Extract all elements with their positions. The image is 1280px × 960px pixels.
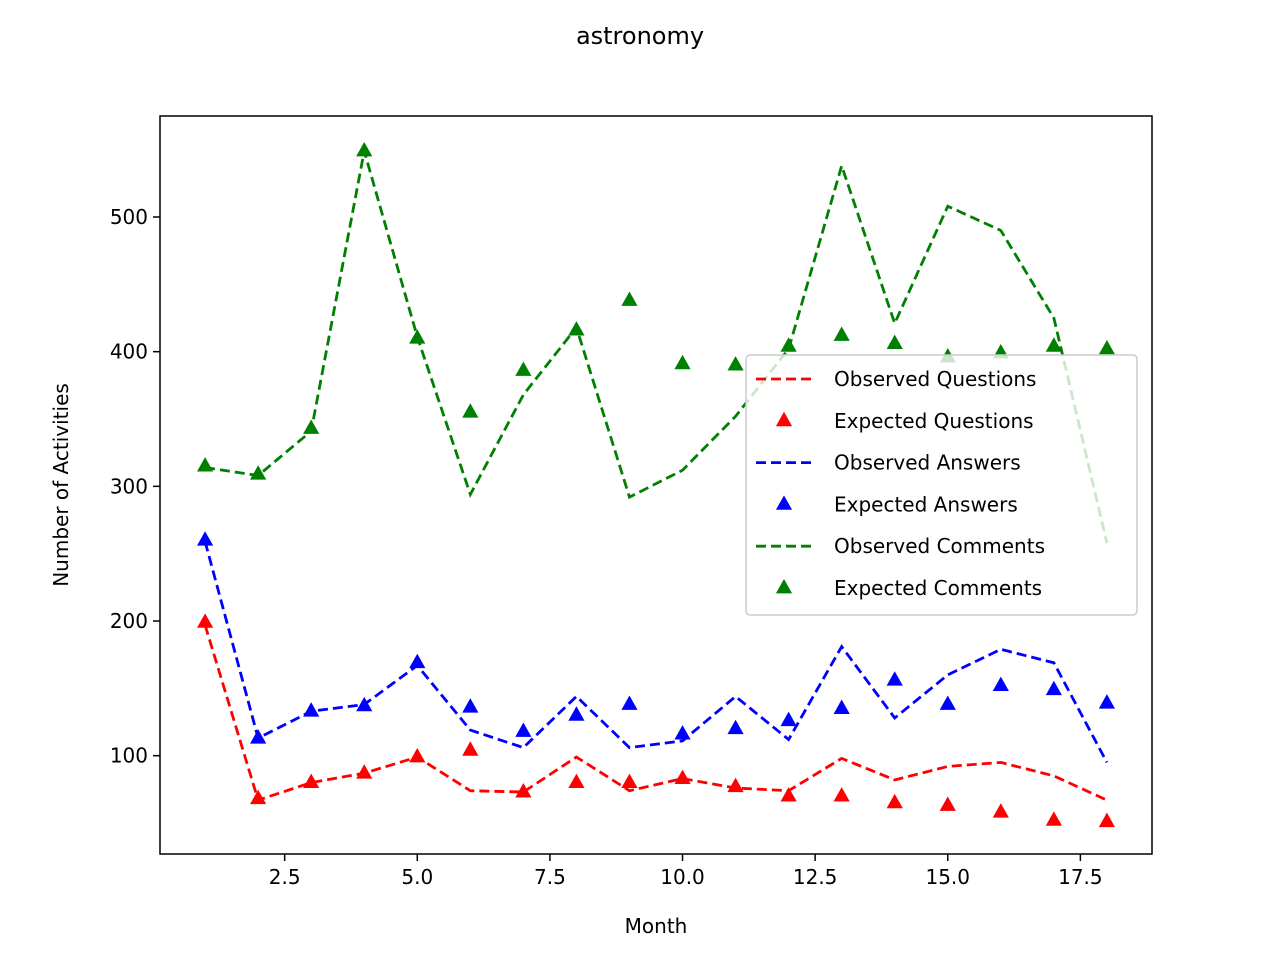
data-point-expected-comments bbox=[462, 403, 479, 418]
legend-entry-observed-answers: Observed Answers bbox=[756, 451, 1021, 475]
legend: Observed Questions Expected Questions Obse… bbox=[745, 354, 1138, 616]
legend-label: Expected Questions bbox=[834, 409, 1034, 433]
data-point-expected-questions bbox=[727, 777, 744, 793]
data-point-expected-comments bbox=[250, 465, 267, 480]
data-point-expected-questions bbox=[462, 741, 479, 756]
data-point-expected-comments bbox=[409, 329, 426, 344]
legend-label: Observed Questions bbox=[834, 367, 1036, 391]
data-point-expected-comments bbox=[303, 419, 320, 434]
data-point-expected-answers bbox=[356, 696, 373, 712]
data-point-expected-answers bbox=[727, 719, 744, 735]
data-point-expected-questions bbox=[409, 748, 426, 763]
legend-marker-swatch bbox=[775, 579, 793, 594]
legend-marker-swatch bbox=[775, 495, 793, 510]
data-point-expected-comments bbox=[515, 361, 532, 376]
data-point-expected-questions bbox=[568, 773, 585, 789]
data-point-expected-answers bbox=[780, 711, 797, 727]
series-expected-questions bbox=[196, 613, 1116, 828]
chart-title: astronomy bbox=[576, 22, 704, 50]
data-point-expected-questions bbox=[1045, 811, 1062, 826]
legend-label: Observed Comments bbox=[834, 534, 1045, 558]
data-point-expected-questions bbox=[621, 773, 638, 789]
y-axis-label: Number of Activities bbox=[49, 383, 73, 587]
legend-label: Expected Comments bbox=[834, 576, 1042, 600]
series-observed-comments bbox=[204, 150, 1109, 544]
x-tick-label: 15.0 bbox=[925, 865, 970, 889]
legend-label: Observed Answers bbox=[834, 451, 1021, 475]
data-point-expected-questions bbox=[674, 769, 691, 784]
data-point-expected-questions bbox=[515, 783, 532, 798]
data-point-expected-comments bbox=[568, 321, 585, 336]
y-tick-label: 200 bbox=[110, 609, 148, 633]
data-point-expected-questions bbox=[939, 796, 956, 811]
x-tick-label: 17.5 bbox=[1058, 865, 1103, 889]
data-point-expected-questions bbox=[250, 789, 267, 805]
data-point-expected-questions bbox=[356, 764, 373, 779]
data-point-expected-answers bbox=[1098, 694, 1116, 709]
data-point-expected-answers bbox=[515, 722, 532, 737]
legend-marker-swatch bbox=[775, 411, 793, 427]
data-point-expected-answers bbox=[621, 695, 638, 710]
y-axis-ticks: 100 200 300 400 500 bbox=[110, 205, 160, 768]
x-tick-label: 2.5 bbox=[269, 865, 301, 889]
data-point-expected-comments bbox=[886, 334, 903, 349]
legend-entry-expected-comments: Expected Comments bbox=[775, 576, 1042, 600]
data-point-expected-comments bbox=[780, 337, 797, 352]
data-point-expected-answers bbox=[992, 676, 1009, 692]
series-observed-questions bbox=[203, 624, 1108, 802]
y-tick-label: 400 bbox=[110, 340, 148, 364]
data-point-expected-questions bbox=[780, 787, 797, 802]
data-point-expected-questions bbox=[886, 793, 903, 809]
x-tick-label: 10.0 bbox=[660, 865, 705, 889]
series-line-observed-comments bbox=[204, 150, 1109, 544]
x-tick-label: 12.5 bbox=[793, 865, 838, 889]
data-point-expected-answers bbox=[250, 729, 267, 744]
data-point-expected-questions bbox=[992, 803, 1009, 818]
data-point-expected-answers bbox=[196, 531, 214, 546]
data-point-expected-answers bbox=[886, 671, 903, 686]
legend-entry-observed-comments: Observed Comments bbox=[756, 534, 1045, 558]
data-point-expected-answers bbox=[409, 653, 426, 669]
data-point-expected-comments bbox=[727, 356, 744, 371]
data-point-expected-answers bbox=[303, 702, 320, 717]
y-tick-label: 100 bbox=[110, 744, 148, 768]
plot-frame bbox=[159, 115, 1153, 855]
data-point-expected-answers bbox=[674, 725, 691, 740]
legend-label: Expected Answers bbox=[834, 492, 1018, 516]
data-point-expected-comments bbox=[1045, 337, 1062, 352]
data-point-expected-comments bbox=[833, 326, 850, 341]
series-line-observed-questions bbox=[203, 624, 1108, 802]
data-point-expected-comments bbox=[196, 457, 214, 472]
data-point-expected-answers bbox=[939, 695, 956, 710]
series-observed-answers bbox=[203, 541, 1109, 764]
x-axis-label: Month bbox=[625, 914, 688, 938]
legend-box bbox=[745, 354, 1138, 616]
data-point-expected-questions bbox=[833, 787, 850, 802]
data-point-expected-comments bbox=[621, 291, 638, 306]
x-tick-label: 5.0 bbox=[401, 865, 433, 889]
data-point-expected-comments bbox=[674, 354, 691, 370]
plot-area bbox=[196, 142, 1116, 828]
x-axis-ticks: 2.5 5.0 7.5 10.0 12.5 15.0 17.5 bbox=[269, 854, 1103, 889]
data-point-expected-questions bbox=[303, 773, 320, 789]
data-point-expected-questions bbox=[196, 613, 214, 628]
data-point-expected-answers bbox=[462, 698, 479, 713]
legend-entry-expected-answers: Expected Answers bbox=[775, 492, 1018, 516]
series-expected-answers bbox=[196, 531, 1116, 744]
series-line-observed-answers bbox=[203, 541, 1109, 764]
y-tick-label: 300 bbox=[110, 474, 148, 498]
legend-entry-expected-questions: Expected Questions bbox=[775, 409, 1034, 433]
legend-entry-observed-questions: Observed Questions bbox=[756, 367, 1036, 391]
data-point-expected-answers bbox=[833, 699, 850, 714]
data-point-expected-comments bbox=[356, 142, 373, 157]
y-tick-label: 500 bbox=[110, 205, 148, 229]
data-point-expected-answers bbox=[568, 706, 585, 721]
x-tick-label: 7.5 bbox=[534, 865, 566, 889]
data-point-expected-answers bbox=[1045, 680, 1062, 696]
data-point-expected-questions bbox=[1098, 812, 1116, 828]
data-point-expected-comments bbox=[1098, 339, 1116, 355]
